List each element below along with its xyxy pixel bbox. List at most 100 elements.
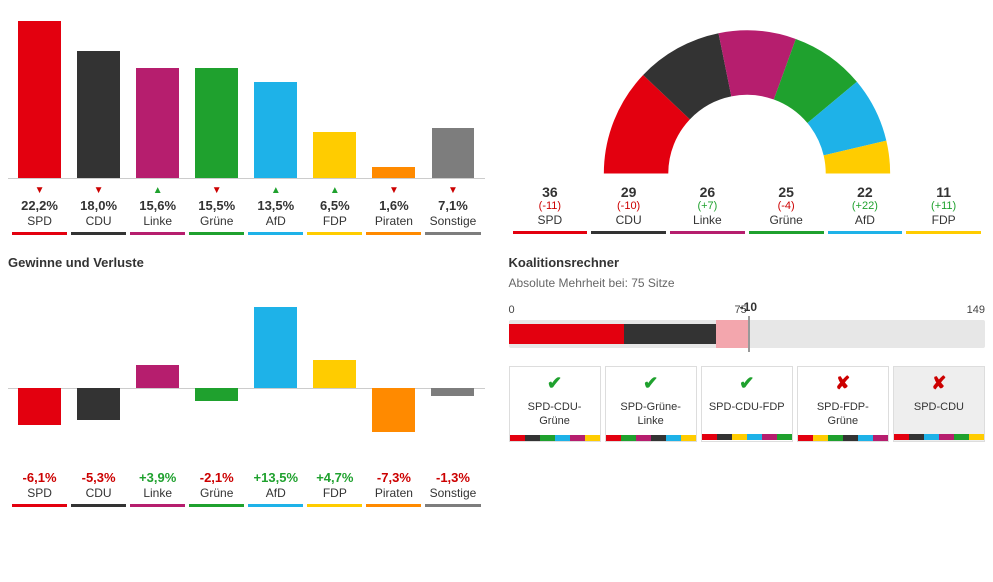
gainloss-label-col: -1,3%Sonstige bbox=[425, 470, 480, 507]
coalition-calculator: Koalitionsrechner Absolute Mehrheit bei:… bbox=[509, 255, 986, 507]
coalition-option[interactable]: ✔ SPD-Grüne-Linke bbox=[605, 366, 697, 442]
gainloss-label-col: +13,5%AfD bbox=[248, 470, 303, 507]
vote-label-col: ▲13,5%AfD bbox=[248, 185, 303, 235]
gainloss-bar bbox=[77, 388, 120, 420]
check-icon: ✔ bbox=[612, 373, 690, 394]
seats-label-col: 22(+22)AfD bbox=[828, 184, 903, 234]
party-underline bbox=[366, 232, 421, 235]
party-underline bbox=[307, 232, 362, 235]
coalition-option-stripes bbox=[702, 434, 792, 440]
party-underline bbox=[248, 504, 303, 507]
seats-count: 29 bbox=[591, 184, 666, 200]
seats-donut-chart: 36(-11)SPD29(-10)CDU26(+7)Linke25(-4)Grü… bbox=[509, 8, 986, 235]
coalition-option-stripes bbox=[894, 434, 984, 440]
coalition-shortfall bbox=[716, 320, 748, 348]
seats-label-col: 11(+11)FDP bbox=[906, 184, 981, 234]
gainloss-party-name: Linke bbox=[130, 486, 185, 500]
vote-pct: 6,5% bbox=[307, 198, 362, 213]
coalition-option[interactable]: ✔ SPD-CDU-Grüne bbox=[509, 366, 601, 442]
coalition-scale-min: 0 bbox=[509, 304, 515, 316]
arrow-down-icon: ▼ bbox=[189, 185, 244, 196]
gainloss-party-name: Grüne bbox=[189, 486, 244, 500]
check-icon: ✔ bbox=[708, 373, 786, 394]
gainloss-label-col: +3,9%Linke bbox=[130, 470, 185, 507]
gain-loss-chart: Gewinne und Verluste -6,1%SPD-5,3%CDU+3,… bbox=[8, 255, 485, 507]
party-underline bbox=[670, 231, 745, 234]
arrow-down-icon: ▼ bbox=[71, 185, 126, 196]
gainloss-pct: +13,5% bbox=[248, 470, 303, 485]
gainloss-bar bbox=[372, 388, 415, 432]
seats-party-name: FDP bbox=[906, 213, 981, 227]
seats-party-name: CDU bbox=[591, 213, 666, 227]
coalition-majority-marker bbox=[748, 316, 750, 352]
party-underline bbox=[513, 231, 588, 234]
coalition-option-name: SPD-Grüne-Linke bbox=[612, 400, 690, 429]
vote-pct: 15,5% bbox=[189, 198, 244, 213]
party-underline bbox=[189, 232, 244, 235]
gainloss-pct: +4,7% bbox=[307, 470, 362, 485]
coalition-segment bbox=[624, 324, 717, 344]
gainloss-party-name: AfD bbox=[248, 486, 303, 500]
vote-share-chart: ▼22,2%SPD▼18,0%CDU▲15,6%Linke▼15,5%Grüne… bbox=[8, 8, 485, 235]
seats-delta: (-4) bbox=[749, 200, 824, 212]
coalition-bar: -10 bbox=[509, 320, 986, 348]
party-underline bbox=[248, 232, 303, 235]
vote-label-col: ▲6,5%FDP bbox=[307, 185, 362, 235]
vote-label-col: ▼18,0%CDU bbox=[71, 185, 126, 235]
coalition-option-name: SPD-CDU-Grüne bbox=[516, 400, 594, 429]
party-underline bbox=[425, 504, 480, 507]
coalition-option[interactable]: ✔SPD-CDU-FDP bbox=[701, 366, 793, 442]
gainloss-pct: -2,1% bbox=[189, 470, 244, 485]
seats-count: 36 bbox=[513, 184, 588, 200]
vote-bar bbox=[136, 68, 179, 179]
vote-pct: 18,0% bbox=[71, 198, 126, 213]
gain-loss-title: Gewinne und Verluste bbox=[8, 255, 485, 270]
party-underline bbox=[189, 504, 244, 507]
vote-party-name: Sonstige bbox=[425, 214, 480, 228]
party-underline bbox=[366, 504, 421, 507]
party-underline bbox=[906, 231, 981, 234]
cross-icon: ✘ bbox=[900, 373, 978, 394]
party-underline bbox=[130, 504, 185, 507]
arrow-down-icon: ▼ bbox=[366, 185, 421, 196]
arrow-up-icon: ▲ bbox=[130, 185, 185, 196]
coalition-scale-max: 149 bbox=[967, 304, 985, 316]
vote-party-name: Piraten bbox=[366, 214, 421, 228]
party-underline bbox=[12, 232, 67, 235]
seats-label-col: 25(-4)Grüne bbox=[749, 184, 824, 234]
arrow-up-icon: ▲ bbox=[248, 185, 303, 196]
seats-count: 25 bbox=[749, 184, 824, 200]
gainloss-bar bbox=[136, 365, 179, 388]
gainloss-pct: +3,9% bbox=[130, 470, 185, 485]
coalition-option[interactable]: ✘SPD-CDU bbox=[893, 366, 985, 442]
coalition-majority-label: Absolute Mehrheit bei: 75 Sitze bbox=[509, 276, 986, 290]
gainloss-party-name: FDP bbox=[307, 486, 362, 500]
check-icon: ✔ bbox=[516, 373, 594, 394]
party-underline bbox=[71, 232, 126, 235]
gainloss-party-name: Piraten bbox=[366, 486, 421, 500]
vote-pct: 7,1% bbox=[425, 198, 480, 213]
party-underline bbox=[130, 232, 185, 235]
party-underline bbox=[828, 231, 903, 234]
gainloss-bar bbox=[431, 388, 474, 396]
coalition-option[interactable]: ✘SPD-FDP-Grüne bbox=[797, 366, 889, 442]
vote-label-col: ▼7,1%Sonstige bbox=[425, 185, 480, 235]
gainloss-label-col: -5,3%CDU bbox=[71, 470, 126, 507]
vote-bar bbox=[195, 68, 238, 178]
gainloss-party-name: Sonstige bbox=[425, 486, 480, 500]
vote-bar bbox=[18, 21, 61, 178]
coalition-option-stripes bbox=[606, 435, 696, 441]
gainloss-pct: -7,3% bbox=[366, 470, 421, 485]
gainloss-bar bbox=[254, 307, 297, 388]
vote-label-col: ▼15,5%Grüne bbox=[189, 185, 244, 235]
vote-party-name: SPD bbox=[12, 214, 67, 228]
coalition-option-stripes bbox=[798, 435, 888, 441]
gainloss-bar bbox=[18, 388, 61, 425]
gainloss-bar bbox=[195, 388, 238, 401]
vote-pct: 22,2% bbox=[12, 198, 67, 213]
gainloss-bar bbox=[313, 360, 356, 388]
coalition-title: Koalitionsrechner bbox=[509, 255, 986, 270]
coalition-shortby-label: -10 bbox=[740, 300, 757, 314]
seats-delta: (+22) bbox=[828, 200, 903, 212]
gainloss-pct: -6,1% bbox=[12, 470, 67, 485]
